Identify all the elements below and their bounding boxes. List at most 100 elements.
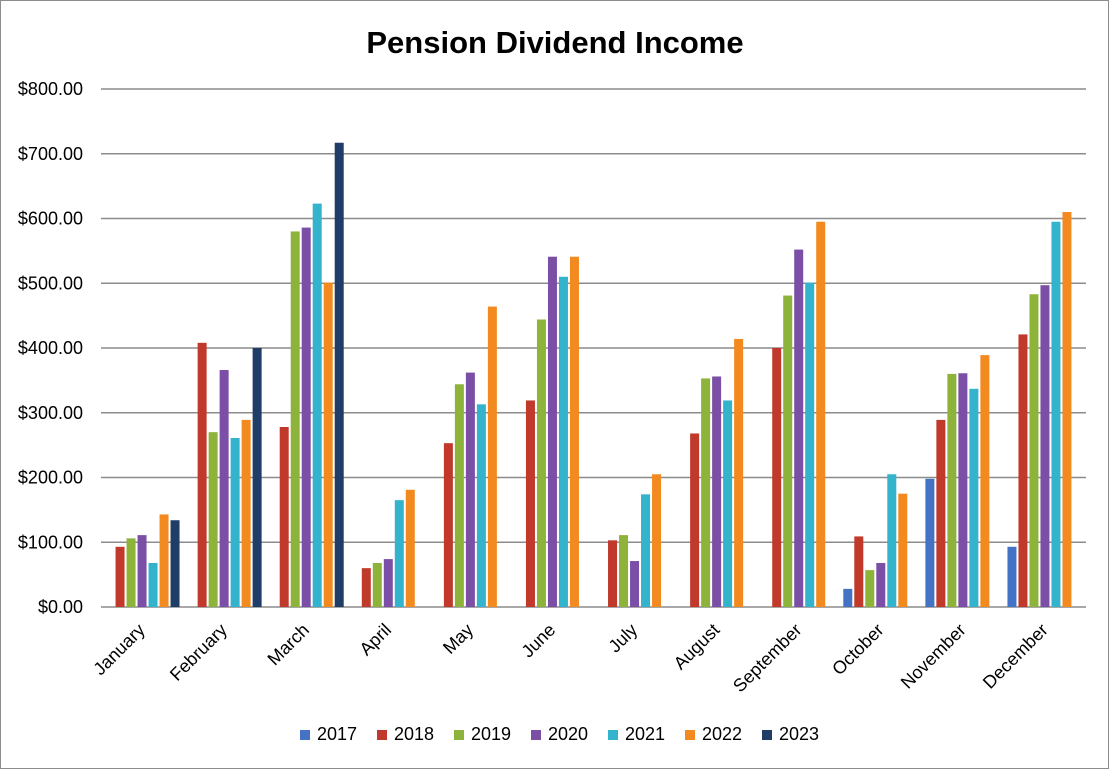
legend-swatch [377, 730, 387, 740]
legend-label: 2019 [471, 724, 511, 744]
bar-2020-may [465, 372, 475, 607]
legend-item-2021: 2021 [608, 724, 665, 744]
bar-2019-february [208, 432, 218, 607]
bar-2022-october [898, 493, 908, 607]
x-tick-label: February [166, 620, 231, 685]
legend-label: 2017 [317, 724, 357, 744]
bar-2018-august [690, 433, 700, 607]
bar-2022-may [487, 306, 497, 607]
legend-label: 2020 [548, 724, 588, 744]
bar-2019-december [1029, 294, 1039, 607]
bar-2019-august [701, 378, 711, 607]
y-tick-label: $500.00 [18, 273, 83, 293]
bar-2019-april [372, 562, 382, 607]
legend-swatch [762, 730, 772, 740]
y-tick-label: $300.00 [18, 403, 83, 423]
y-tick-label: $100.00 [18, 532, 83, 552]
bar-2019-june [536, 319, 546, 607]
legend-item-2023: 2023 [762, 724, 819, 744]
bar-2022-november [980, 355, 990, 607]
bar-2019-november [947, 373, 957, 607]
bar-2023-february [252, 348, 262, 607]
bar-2021-may [476, 404, 486, 607]
y-tick-label: $800.00 [18, 79, 83, 99]
x-tick-label: November [897, 620, 970, 693]
bar-2020-february [219, 370, 229, 607]
bar-2020-november [958, 373, 968, 607]
bar-2018-october [854, 536, 864, 607]
x-axis-tick-labels: January February March April May June July Augu… [89, 620, 1051, 696]
legend-label: 2023 [779, 724, 819, 744]
x-tick-label: December [979, 620, 1052, 693]
legend-swatch [531, 730, 541, 740]
legend-label: 2021 [625, 724, 665, 744]
legend-item-2019: 2019 [454, 724, 511, 744]
bar-2018-january [115, 546, 125, 607]
bar-2022-june [569, 256, 579, 607]
legend-item-2018: 2018 [377, 724, 434, 744]
bar-2022-december [1062, 212, 1072, 607]
legend-swatch [454, 730, 464, 740]
bar-2022-august [734, 338, 744, 607]
x-tick-label: October [828, 620, 887, 679]
x-tick-label: August [670, 620, 724, 674]
gridlines [101, 88, 1086, 608]
y-tick-label: $0.00 [38, 597, 83, 617]
bar-2022-march [323, 282, 333, 607]
bar-2018-december [1018, 334, 1028, 607]
bar-2019-march [290, 231, 300, 607]
legend-label: 2018 [394, 724, 434, 744]
bars [115, 142, 1072, 608]
legend-swatch [300, 730, 310, 740]
bar-2021-september [805, 282, 815, 607]
bar-2020-march [301, 227, 311, 607]
bar-2018-april [361, 568, 371, 607]
bar-2019-october [865, 570, 875, 607]
bar-2020-october [876, 562, 886, 607]
legend-label: 2022 [702, 724, 742, 744]
bar-2017-december [1007, 546, 1017, 607]
bar-2021-july [641, 494, 651, 607]
y-tick-label: $400.00 [18, 338, 83, 358]
bar-2020-december [1040, 285, 1050, 607]
bar-2018-september [772, 348, 782, 607]
bar-2017-november [925, 478, 935, 607]
bar-2018-february [197, 342, 207, 607]
x-tick-label: June [518, 620, 560, 662]
bar-2023-march [334, 142, 344, 607]
x-tick-label: April [356, 620, 396, 660]
bar-2019-january [126, 538, 136, 607]
bar-2021-october [887, 474, 897, 607]
bar-2020-april [383, 559, 393, 607]
x-tick-label: January [89, 620, 148, 679]
bar-2017-october [843, 588, 853, 607]
bar-2019-may [454, 384, 464, 607]
bar-2020-july [630, 561, 640, 607]
bar-2022-july [652, 474, 662, 607]
bar-2021-december [1051, 221, 1061, 608]
bar-2023-january [170, 520, 180, 607]
bar-2018-november [936, 419, 946, 607]
bar-2021-august [723, 400, 733, 607]
legend-swatch [685, 730, 695, 740]
bar-2018-may [443, 443, 453, 607]
bar-2018-july [608, 540, 618, 607]
bar-2021-june [558, 276, 568, 607]
bar-2022-april [405, 489, 415, 607]
bar-2018-march [279, 426, 289, 607]
legend-item-2017: 2017 [300, 724, 357, 744]
bar-2020-january [137, 535, 147, 607]
legend-item-2020: 2020 [531, 724, 588, 744]
bar-2022-january [159, 514, 169, 607]
legend: 2017 2018 2019 2020 2021 2022 2023 [300, 724, 819, 744]
legend-item-2022: 2022 [685, 724, 742, 744]
bar-2019-september [783, 295, 793, 607]
bar-2018-june [525, 400, 535, 607]
bar-2022-february [241, 419, 251, 607]
bar-2022-september [816, 221, 826, 608]
y-tick-label: $700.00 [18, 144, 83, 164]
bar-2021-january [148, 562, 158, 607]
bar-2021-march [312, 203, 322, 608]
